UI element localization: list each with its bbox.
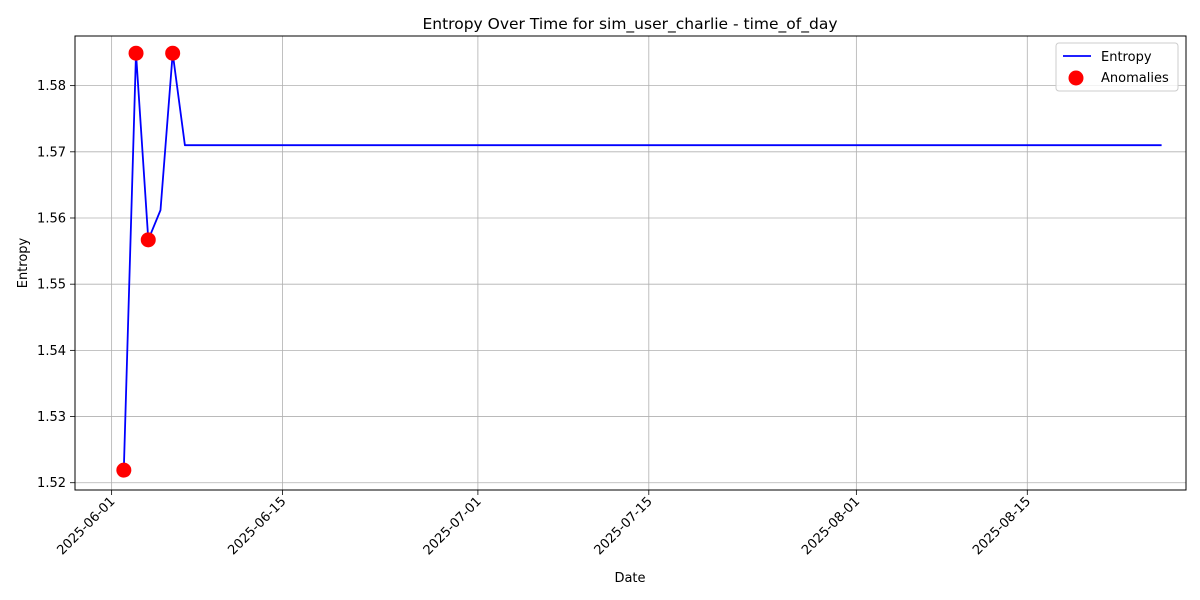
plot-area bbox=[116, 45, 1162, 478]
plot-frame bbox=[74, 35, 1187, 491]
x-axis-label: Date bbox=[614, 571, 645, 586]
legend-entry-entropy: Entropy bbox=[1101, 50, 1152, 65]
anomaly-point bbox=[128, 45, 144, 61]
legend-marker-swatch bbox=[1068, 70, 1084, 86]
y-tick-label: 1.58 bbox=[37, 79, 66, 94]
y-tick-label: 1.55 bbox=[37, 278, 66, 293]
anomaly-point bbox=[140, 232, 156, 248]
legend-box bbox=[1055, 42, 1179, 92]
anomaly-point bbox=[116, 462, 132, 478]
y-tick-label: 1.53 bbox=[37, 410, 66, 425]
anomaly-point bbox=[165, 45, 181, 61]
grid-lines bbox=[75, 36, 1186, 490]
y-axis-label: Entropy bbox=[16, 237, 31, 288]
y-tick-label: 1.52 bbox=[37, 476, 66, 491]
y-tick-label: 1.56 bbox=[37, 211, 66, 226]
legend: Entropy Anomalies bbox=[1055, 42, 1179, 92]
y-tick-label: 1.54 bbox=[37, 344, 66, 359]
legend-entry-anomalies: Anomalies bbox=[1101, 71, 1169, 86]
chart-title: Entropy Over Time for sim_user_charlie -… bbox=[422, 15, 837, 34]
y-tick-label: 1.57 bbox=[37, 145, 66, 160]
